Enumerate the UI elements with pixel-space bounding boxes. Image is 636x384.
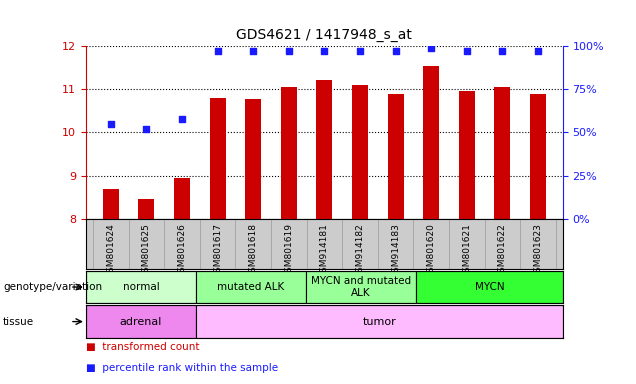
- Bar: [196, 305, 563, 338]
- Text: ■  transformed count: ■ transformed count: [86, 342, 199, 352]
- Text: genotype/variation: genotype/variation: [3, 282, 102, 292]
- Bar: [530, 94, 546, 219]
- Text: MYCN and mutated
ALK: MYCN and mutated ALK: [311, 276, 411, 298]
- Text: GSM914181: GSM914181: [320, 223, 329, 278]
- Text: MYCN: MYCN: [474, 282, 504, 292]
- Bar: [245, 99, 261, 219]
- Text: GSM801624: GSM801624: [106, 223, 115, 278]
- Bar: [86, 305, 196, 338]
- Text: normal: normal: [123, 282, 159, 292]
- Bar: [174, 178, 190, 219]
- Bar: [86, 271, 196, 303]
- Bar: [494, 87, 510, 219]
- Point: [248, 48, 258, 55]
- Bar: [423, 66, 439, 219]
- Point: [177, 116, 187, 122]
- Point: [212, 48, 223, 55]
- Point: [462, 48, 472, 55]
- Point: [106, 121, 116, 127]
- Point: [355, 48, 365, 55]
- Text: tissue: tissue: [3, 316, 34, 327]
- Text: GSM801623: GSM801623: [534, 223, 543, 278]
- Text: GSM801625: GSM801625: [142, 223, 151, 278]
- Bar: [416, 271, 563, 303]
- Point: [284, 48, 294, 55]
- Text: adrenal: adrenal: [120, 316, 162, 327]
- Text: GSM801619: GSM801619: [284, 223, 293, 278]
- Bar: [139, 199, 155, 219]
- Text: tumor: tumor: [363, 316, 396, 327]
- Text: GSM801626: GSM801626: [177, 223, 186, 278]
- Text: GSM801618: GSM801618: [249, 223, 258, 278]
- Text: GSM914182: GSM914182: [356, 223, 364, 278]
- Bar: [196, 271, 306, 303]
- Bar: [280, 87, 297, 219]
- Bar: [459, 91, 474, 219]
- Bar: [387, 94, 404, 219]
- Point: [391, 48, 401, 55]
- Point: [533, 48, 543, 55]
- Bar: [352, 85, 368, 219]
- Point: [319, 48, 329, 55]
- Point: [497, 48, 508, 55]
- Text: mutated ALK: mutated ALK: [218, 282, 284, 292]
- Bar: [306, 271, 416, 303]
- Bar: [316, 80, 333, 219]
- Text: GSM801620: GSM801620: [427, 223, 436, 278]
- Text: GSM801622: GSM801622: [498, 223, 507, 278]
- Title: GDS4621 / 1417948_s_at: GDS4621 / 1417948_s_at: [237, 28, 412, 42]
- Text: GSM914183: GSM914183: [391, 223, 400, 278]
- Text: GSM801621: GSM801621: [462, 223, 471, 278]
- Text: GSM801617: GSM801617: [213, 223, 222, 278]
- Text: ■  percentile rank within the sample: ■ percentile rank within the sample: [86, 363, 278, 373]
- Point: [141, 126, 151, 132]
- Point: [426, 45, 436, 51]
- Bar: [209, 98, 226, 219]
- Bar: [103, 189, 119, 219]
